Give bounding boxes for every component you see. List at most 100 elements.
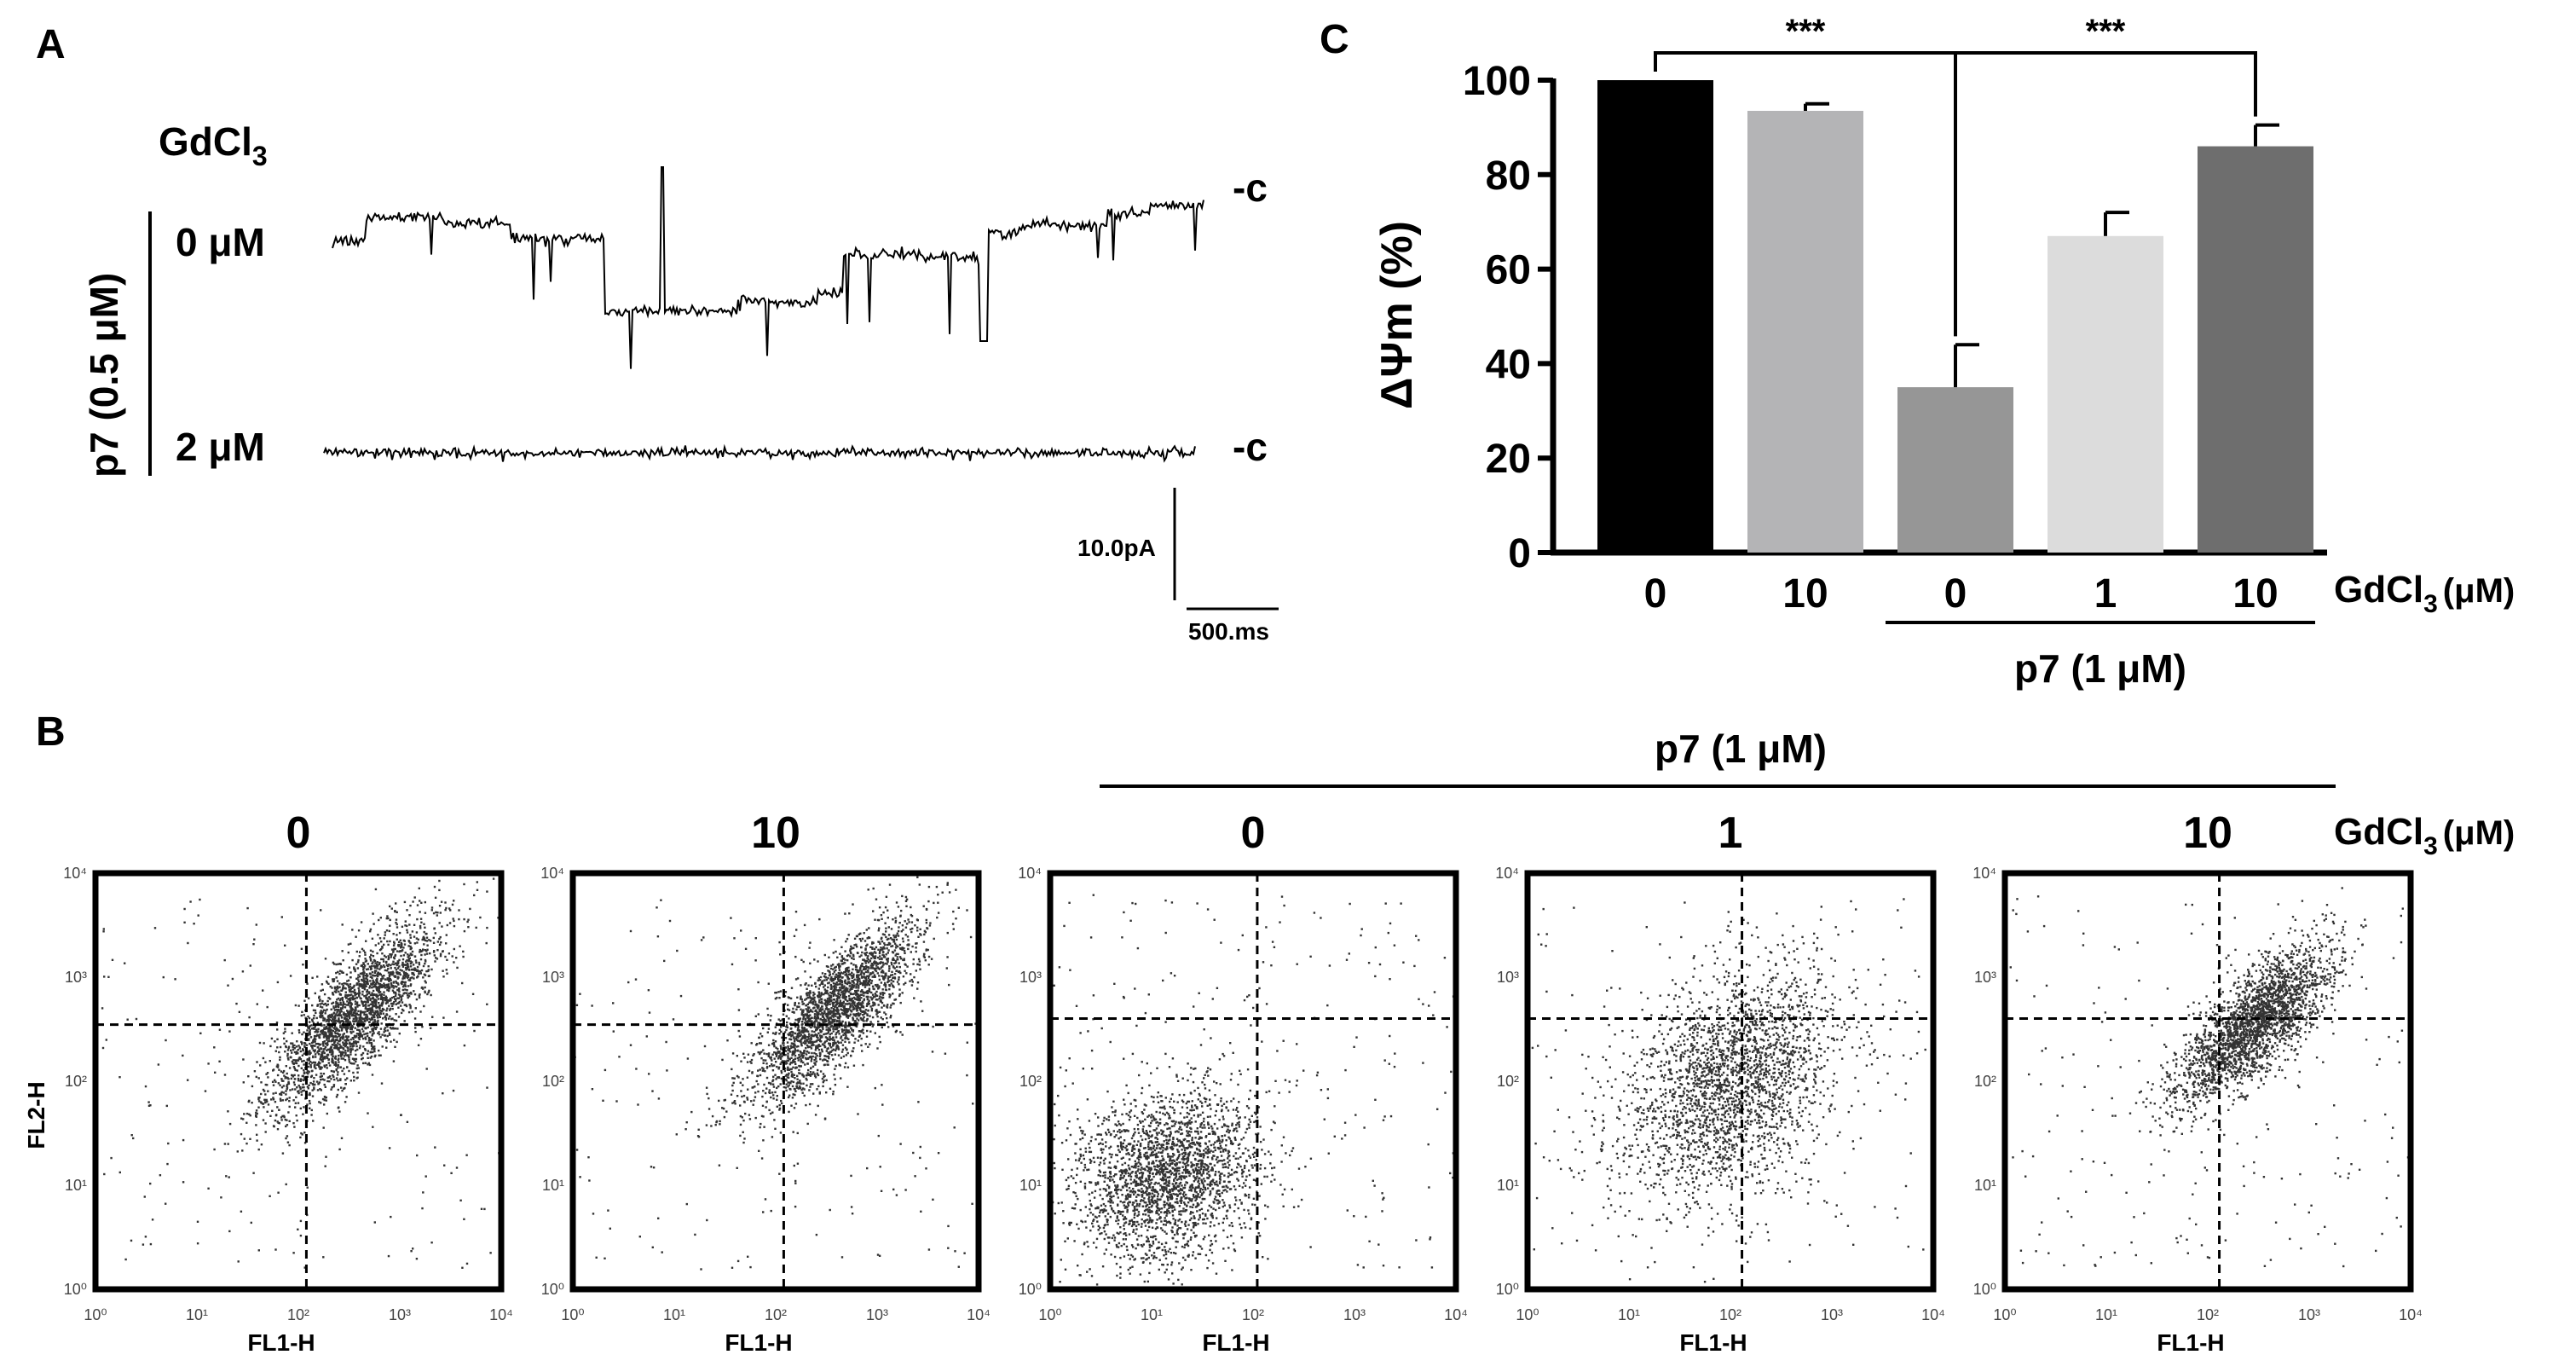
flow-xtick-label: 10⁰ [1038, 1306, 1061, 1323]
c-bar [1597, 80, 1713, 553]
trace-label-2um: 2 μM [176, 425, 265, 469]
flow-xtick-label: 10³ [389, 1306, 411, 1323]
panel-a-group-label: p7 (0.5 μM) [82, 273, 126, 478]
flow-ytick-label: 10¹ [1019, 1177, 1042, 1194]
c-ytick-label: 20 [1486, 437, 1531, 482]
flow-xlabel: FL1-H [1202, 1329, 1269, 1356]
flow-ytick-label: 10³ [65, 969, 87, 986]
flow-ytick-label: 10³ [1974, 969, 1996, 986]
flow-xtick-label: 10⁴ [489, 1306, 513, 1323]
closed-marker-0um: -c [1233, 165, 1268, 210]
c-category-label: 1 [2094, 571, 2117, 617]
flow-xtick-label: 10⁴ [1444, 1306, 1468, 1323]
panel-label-c: C [1320, 17, 1349, 62]
flow-xlabel: FL1-H [247, 1329, 315, 1356]
flow-ytick-label: 10¹ [65, 1177, 87, 1194]
flow-xtick-label: 10¹ [1141, 1306, 1163, 1323]
flow-ytick-label: 10¹ [542, 1177, 564, 1194]
flow-plot-frame [569, 870, 982, 1293]
flow-ytick-label: 10⁴ [63, 865, 87, 882]
c-bars: 0 10 0 1 10 [1597, 80, 2313, 617]
flow-ylabel: FL2-H [23, 1081, 49, 1149]
panel-label-b: B [36, 709, 66, 755]
c-group-label: p7 (1 μM) [2014, 646, 2186, 691]
flow-ytick-label: 10⁰ [64, 1281, 87, 1298]
flow-ytick-label: 10⁰ [1973, 1281, 1996, 1298]
c-bar [2198, 146, 2313, 553]
flow-ytick-label: 10² [65, 1073, 87, 1090]
c-ytick-label: 60 [1486, 248, 1531, 293]
flow-plot-frame [1047, 870, 1459, 1293]
flow-dots [1051, 894, 1458, 1289]
flow-plot-title: 1 [1718, 808, 1743, 858]
flow-xtick-label: 10³ [2298, 1306, 2320, 1323]
flow-xtick-label: 10² [2197, 1306, 2219, 1323]
panel-label-a: A [36, 22, 66, 67]
c-sig-label: *** [1786, 13, 1826, 50]
c-ytick-label: 100 [1463, 59, 1531, 104]
flow-plot: 10 10⁰ 10⁰ 10¹ 10¹ 10² 10² 10³ 10³ 10⁴ 10⁴ FL1-H [540, 808, 991, 1356]
flow-xtick-label: 10¹ [186, 1306, 208, 1323]
flow-dots [574, 876, 980, 1271]
current-trace-2um [323, 443, 1196, 463]
flow-plot-title: 10 [2183, 808, 2232, 858]
c-sig-label: *** [2086, 13, 2126, 50]
c-category-label: 10 [1782, 571, 1828, 617]
flow-ytick-label: 10¹ [1974, 1177, 1996, 1194]
c-category-label: 0 [1644, 571, 1667, 617]
flow-xtick-label: 10⁴ [967, 1306, 991, 1323]
c-ylabel: ΔΨm (%) [1372, 221, 1422, 409]
flow-ytick-label: 10² [1497, 1073, 1519, 1090]
flow-plot: 0 10⁰ 10⁰ 10¹ 10¹ 10² 10² 10³ 10³ 10⁴ 10⁴ FL1-H FL2-… [23, 808, 513, 1356]
flow-dots [1531, 898, 1926, 1283]
c-axes: 0 20 40 60 80 100 [1463, 59, 2327, 576]
panel-a-compound: GdCl3 [159, 119, 268, 171]
flow-ytick-label: 10² [1019, 1073, 1042, 1090]
scale-label-current: 10.0pA [1077, 535, 1156, 561]
closed-marker-2um: -c [1233, 425, 1268, 469]
flow-ytick-label: 10⁴ [1495, 865, 1519, 882]
flow-ytick-label: 10⁴ [540, 865, 564, 882]
flow-xtick-label: 10³ [1821, 1306, 1843, 1323]
flow-plot-frame [92, 870, 505, 1293]
flow-xtick-label: 10² [287, 1306, 309, 1323]
flow-dots [2009, 887, 2413, 1268]
b-legend: GdCl3 (μM) [2334, 811, 2515, 860]
c-sig-bracket [1954, 51, 2257, 337]
flow-ytick-label: 10⁴ [1972, 865, 1996, 882]
flow-xlabel: FL1-H [725, 1329, 792, 1356]
flow-ytick-label: 10⁰ [541, 1281, 564, 1298]
flow-ytick-label: 10⁰ [1019, 1281, 1042, 1298]
flow-plot-title: 0 [286, 808, 311, 858]
flow-plot: 1 10⁰ 10⁰ 10¹ 10¹ 10² 10² 10³ 10³ 10⁴ 10⁴ FL1-H [1495, 808, 1945, 1356]
c-significance: *** *** [1654, 13, 2257, 337]
flow-ytick-label: 10³ [1497, 969, 1519, 986]
flow-xtick-label: 10² [765, 1306, 787, 1323]
flow-xtick-label: 10⁰ [1516, 1306, 1539, 1323]
flow-plot-frame [1524, 870, 1937, 1293]
flow-ytick-label: 10² [1974, 1073, 1996, 1090]
c-bar [1747, 111, 1863, 553]
flow-plot: 0 10⁰ 10⁰ 10¹ 10¹ 10² 10² 10³ 10³ 10⁴ 10⁴ FL1-H [1018, 808, 1468, 1356]
c-ytick-label: 40 [1486, 342, 1531, 387]
flow-xtick-label: 10⁴ [1921, 1306, 1945, 1323]
flow-xtick-label: 10⁰ [561, 1306, 584, 1323]
flow-xtick-label: 10² [1719, 1306, 1741, 1323]
c-category-label: 0 [1944, 571, 1967, 617]
flow-xtick-label: 10¹ [663, 1306, 685, 1323]
flow-xtick-label: 10⁴ [2399, 1306, 2423, 1323]
c-xlabel: GdCl3 (μM) [2334, 569, 2515, 618]
c-bar [2048, 235, 2163, 553]
flow-cytometry-plots: 0 10⁰ 10⁰ 10¹ 10¹ 10² 10² 10³ 10³ 10⁴ 10⁴ FL1-H FL2-… [23, 808, 2423, 1356]
flow-xtick-label: 10¹ [2095, 1306, 2117, 1323]
flow-plot-title: 10 [751, 808, 800, 858]
flow-xtick-label: 10⁰ [1993, 1306, 2016, 1323]
trace-label-0um: 0 μM [176, 220, 265, 264]
c-bar [1897, 387, 2013, 553]
scale-label-time: 500.ms [1188, 618, 1269, 645]
c-ytick-label: 80 [1486, 153, 1531, 199]
flow-plot-title: 0 [1241, 808, 1266, 858]
c-category-label: 10 [2232, 571, 2278, 617]
flow-ytick-label: 10¹ [1497, 1177, 1519, 1194]
